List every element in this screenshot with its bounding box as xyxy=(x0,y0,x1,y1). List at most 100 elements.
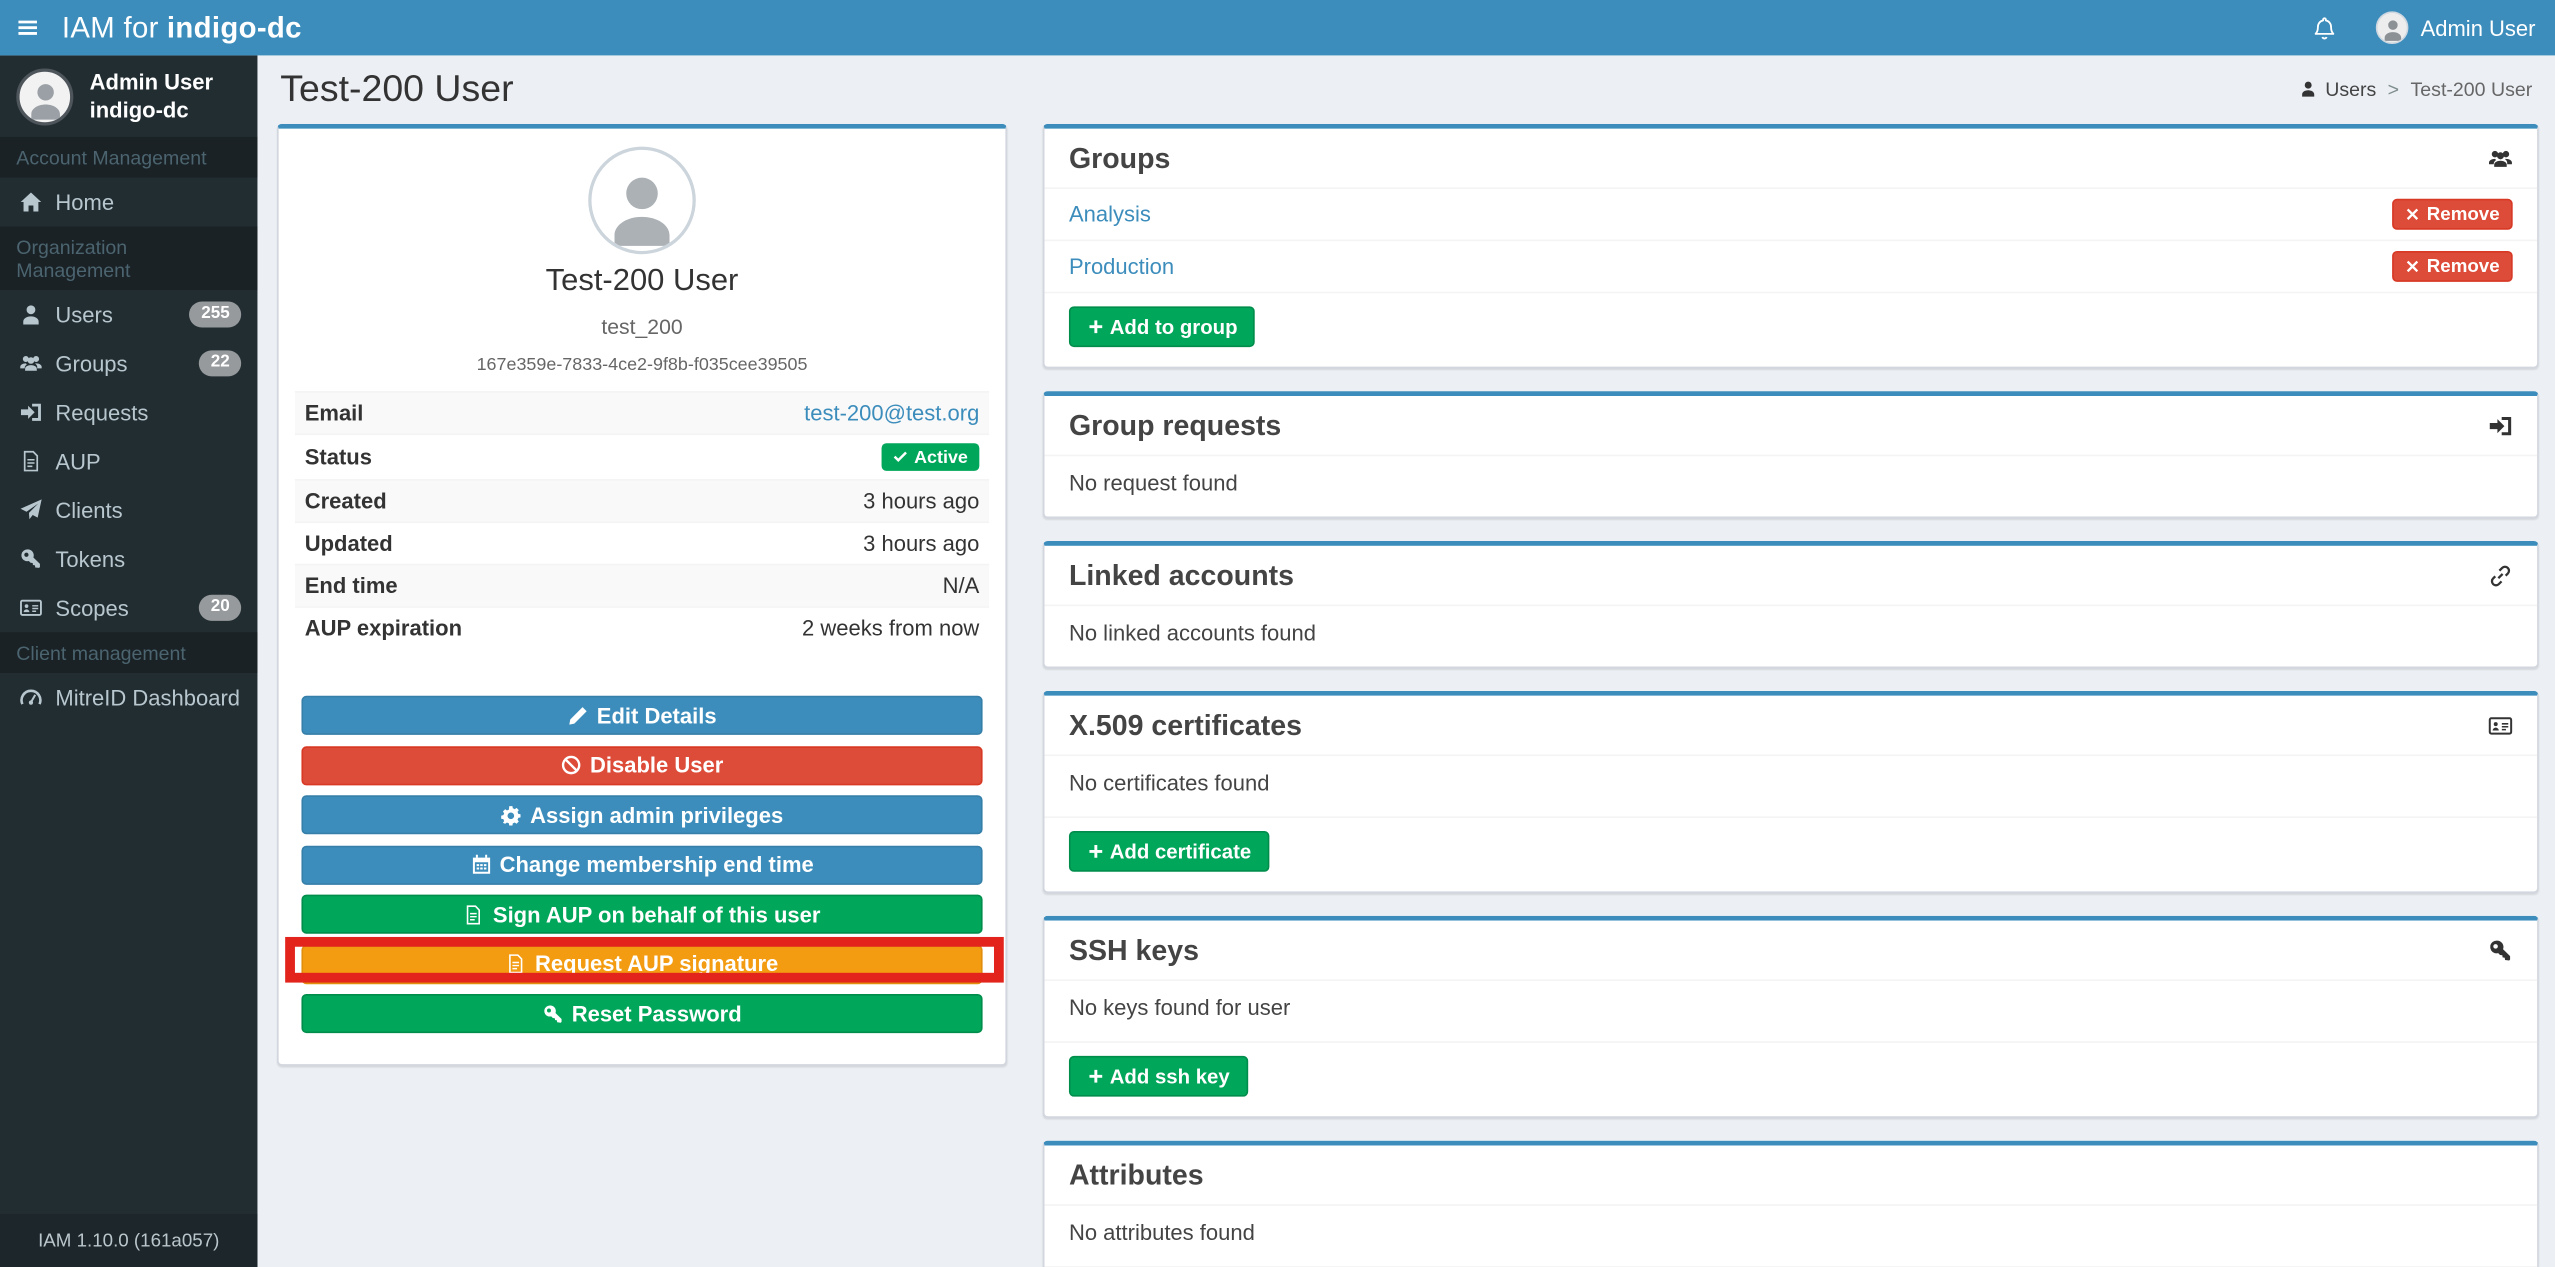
person-icon xyxy=(2299,80,2317,98)
x-icon xyxy=(2406,259,2421,274)
breadcrumb-users-link[interactable]: Users xyxy=(2325,77,2377,101)
id-card-icon xyxy=(20,596,43,619)
sidebar-item-label: Groups xyxy=(55,351,128,376)
person-icon xyxy=(601,169,682,250)
sidebar-item-mitreid-dashboard[interactable]: MitreID Dashboard xyxy=(0,673,257,722)
add-to-group-button[interactable]: Add to group xyxy=(1068,306,1256,348)
sign-aup-on-behalf-button[interactable]: Sign AUP on behalf of this user xyxy=(301,894,983,934)
field-label: Email xyxy=(304,400,364,426)
sidebar-section-organization-management: Organization Management xyxy=(0,226,258,291)
panel-title: Groups xyxy=(1068,141,1171,175)
notifications-button[interactable] xyxy=(2290,15,2360,39)
sidebar-item-label: AUP xyxy=(55,448,101,474)
field-value: 3 hours ago xyxy=(863,488,980,514)
field-row-status: Status Active xyxy=(294,433,990,479)
plus-icon xyxy=(1087,842,1105,860)
button-label: Remove xyxy=(2426,204,2500,225)
add-ssh-key-button[interactable]: Add ssh key xyxy=(1068,1055,1248,1097)
user-icon xyxy=(20,303,43,326)
change-membership-end-time-button[interactable]: Change membership end time xyxy=(301,844,983,885)
sidebar-item-label: Requests xyxy=(55,400,149,425)
sidebar-item-tokens[interactable]: Tokens xyxy=(0,534,257,583)
navbar-avatar xyxy=(2376,11,2410,44)
sidebar-avatar xyxy=(16,67,74,125)
remove-group-analysis-button[interactable]: Remove xyxy=(2392,198,2513,230)
remove-group-production-button[interactable]: Remove xyxy=(2392,250,2513,282)
document-icon xyxy=(464,904,485,925)
ban-icon xyxy=(561,754,582,775)
attributes-panel-header: Attributes xyxy=(1044,1146,2538,1206)
panel-title: X.509 certificates xyxy=(1068,708,1302,742)
x509-certificates-panel: X.509 certificates No certificates found… xyxy=(1042,690,2539,893)
request-aup-signature-button[interactable]: Request AUP signature xyxy=(301,944,983,984)
sidebar-item-scopes[interactable]: Scopes 20 xyxy=(0,583,257,632)
page-title: Test-200 User xyxy=(280,66,514,110)
paper-plane-icon xyxy=(20,499,43,522)
button-label: Request AUP signature xyxy=(535,951,779,977)
field-row-created: Created 3 hours ago xyxy=(294,479,990,522)
attributes-panel: Attributes No attributes found Set attri… xyxy=(1042,1140,2539,1267)
sidebar-section-account-management: Account Management xyxy=(0,136,258,178)
sidebar-item-clients[interactable]: Clients xyxy=(0,486,257,535)
home-icon xyxy=(20,191,43,214)
id-card-icon xyxy=(2488,714,2512,738)
group-link-production[interactable]: Production xyxy=(1068,254,1175,279)
dashboard-gauge-icon xyxy=(20,686,43,709)
breadcrumb-current: Test-200 User xyxy=(2410,77,2533,101)
email-link[interactable]: test-200@test.org xyxy=(804,400,980,426)
disable-user-button[interactable]: Disable User xyxy=(301,745,983,785)
button-label: Add to group xyxy=(1109,315,1238,339)
button-label: Change membership end time xyxy=(499,852,814,877)
profile-name: Test-200 User xyxy=(545,263,739,299)
user-actions: Edit Details Disable User Assign admin p… xyxy=(285,695,1004,1034)
field-label: Updated xyxy=(304,531,393,556)
sign-in-icon xyxy=(2488,414,2512,438)
navbar-user-label: Admin User xyxy=(2420,15,2536,40)
sidebar-user-org: indigo-dc xyxy=(89,97,189,123)
panel-title: Linked accounts xyxy=(1068,558,1294,592)
panel-title: Attributes xyxy=(1068,1158,1204,1192)
panel-title: SSH keys xyxy=(1068,933,1199,967)
ssh-keys-empty-text: No keys found for user xyxy=(1044,981,2538,1043)
hamburger-icon xyxy=(16,16,39,39)
assign-admin-privileges-button[interactable]: Assign admin privileges xyxy=(301,795,983,835)
button-label: Add certificate xyxy=(1109,840,1252,863)
button-label: Disable User xyxy=(590,752,724,778)
reset-password-button[interactable]: Reset Password xyxy=(301,993,983,1034)
field-label: AUP expiration xyxy=(304,615,463,641)
edit-details-button[interactable]: Edit Details xyxy=(301,695,983,735)
sidebar-item-users[interactable]: Users 255 xyxy=(0,290,257,339)
main-content: Test-200 User Users > Test-200 User Test… xyxy=(257,55,2555,1267)
group-link-analysis[interactable]: Analysis xyxy=(1068,202,1151,227)
add-certificate-button[interactable]: Add certificate xyxy=(1068,831,1270,872)
user-menu-button[interactable]: Admin User xyxy=(2360,11,2555,44)
linked-accounts-panel-header: Linked accounts xyxy=(1044,546,2538,607)
sign-in-icon xyxy=(20,401,43,424)
status-badge: Active xyxy=(881,443,980,471)
gear-icon xyxy=(501,804,522,825)
sidebar-item-groups[interactable]: Groups 22 xyxy=(0,339,257,388)
button-label: Add ssh key xyxy=(1109,1064,1230,1088)
linked-accounts-panel: Linked accounts No linked accounts found xyxy=(1042,540,2539,669)
user-summary-card: Test-200 User test_200 167e359e-7833-4ce… xyxy=(277,123,1008,1065)
group-requests-empty-text: No request found xyxy=(1068,470,1238,496)
sidebar-item-requests[interactable]: Requests xyxy=(0,388,257,437)
sidebar-item-home[interactable]: Home xyxy=(0,178,257,227)
linked-accounts-empty-text: No linked accounts found xyxy=(1068,620,1316,646)
ssh-keys-panel-header: SSH keys xyxy=(1044,921,2538,981)
sidebar-toggle-button[interactable] xyxy=(0,0,55,55)
profile-username: test_200 xyxy=(601,314,683,339)
field-row-updated: Updated 3 hours ago xyxy=(294,521,990,563)
content-header: Test-200 User Users > Test-200 User xyxy=(277,55,2539,123)
pencil-icon xyxy=(567,705,588,726)
profile-avatar xyxy=(588,146,696,255)
app-brand[interactable]: IAM for indigo-dc xyxy=(55,0,302,55)
top-navbar: IAM for indigo-dc Admin User xyxy=(0,0,2555,56)
sidebar-item-label: Home xyxy=(55,189,115,215)
bell-icon xyxy=(2313,15,2337,39)
brand-org: indigo-dc xyxy=(166,10,302,44)
field-value: 2 weeks from now xyxy=(802,615,980,641)
sidebar-item-aup[interactable]: AUP xyxy=(0,437,257,486)
x509-empty-text: No certificates found xyxy=(1044,756,2538,819)
button-label: Assign admin privileges xyxy=(530,802,784,827)
